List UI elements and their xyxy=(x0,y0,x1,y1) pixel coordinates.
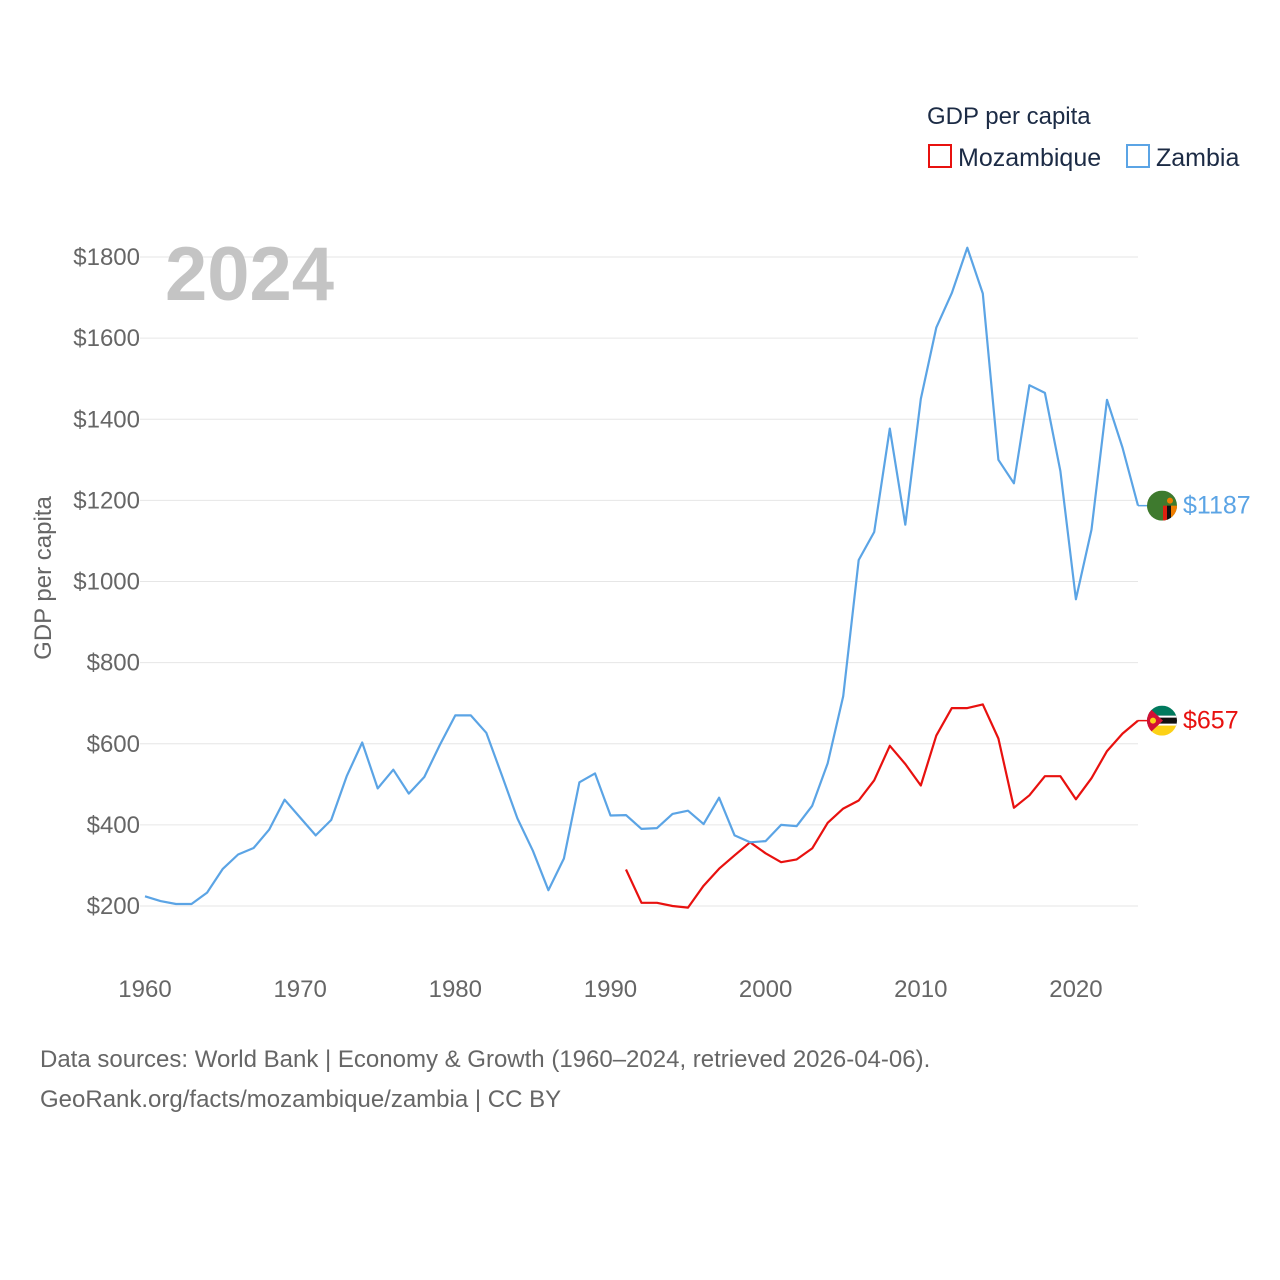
source-note: Data sources: World Bank | Economy & Gro… xyxy=(40,1040,1240,1120)
source-line-link[interactable]: GeoRank.org/facts/mozambique/zambia | CC… xyxy=(40,1086,562,1113)
y-tick-label: $600 xyxy=(87,731,140,758)
y-tick-label: $200 xyxy=(87,893,140,920)
y-tick-label: $1000 xyxy=(73,569,140,596)
x-axis-ticks: 1960 1970 1980 1990 2000 2010 2020 xyxy=(118,976,1102,1003)
y-tick-label: $800 xyxy=(87,650,140,677)
series-lines xyxy=(144,246,1140,909)
y-axis-label: GDP per capita xyxy=(30,496,57,660)
chart-title-year: 2024 xyxy=(165,232,334,317)
zambia-flag-icon xyxy=(1147,490,1177,521)
y-tick-label: $1600 xyxy=(73,325,140,352)
legend-title: GDP per capita xyxy=(927,103,1091,130)
series-line-mozambique[interactable] xyxy=(625,703,1139,909)
end-value-label-mozambique: $657 xyxy=(1183,707,1239,735)
legend-swatch-zambia[interactable] xyxy=(1126,144,1150,168)
series-line-zambia[interactable] xyxy=(144,246,1140,906)
legend-swatch-mozambique[interactable] xyxy=(928,144,952,168)
source-line-data: Data sources: World Bank | Economy & Gro… xyxy=(40,1046,931,1073)
x-tick-label: 1990 xyxy=(584,976,637,1003)
x-tick-label: 2020 xyxy=(1049,976,1102,1003)
x-tick-label: 2000 xyxy=(739,976,792,1003)
mozambique-flag-icon xyxy=(1147,705,1177,736)
x-tick-label: 2010 xyxy=(894,976,947,1003)
y-tick-label: $1200 xyxy=(73,487,140,514)
legend-label-zambia[interactable]: Zambia xyxy=(1156,144,1239,172)
y-tick-label: $1400 xyxy=(73,406,140,433)
y-tick-label: $1800 xyxy=(73,244,140,271)
x-tick-label: 1960 xyxy=(118,976,171,1003)
x-tick-label: 1980 xyxy=(429,976,482,1003)
y-tick-label: $400 xyxy=(87,812,140,839)
end-value-label-zambia: $1187 xyxy=(1183,492,1251,520)
end-markers: $657 $1187 xyxy=(1138,490,1251,736)
legend: GDP per capita Mozambique Zambia xyxy=(927,103,1239,172)
x-tick-label: 1970 xyxy=(273,976,326,1003)
legend-label-mozambique[interactable]: Mozambique xyxy=(958,144,1101,172)
y-axis-ticks: $200 $400 $600 $800 $1000 $1200 $1400 $1600 $180… xyxy=(73,244,140,920)
